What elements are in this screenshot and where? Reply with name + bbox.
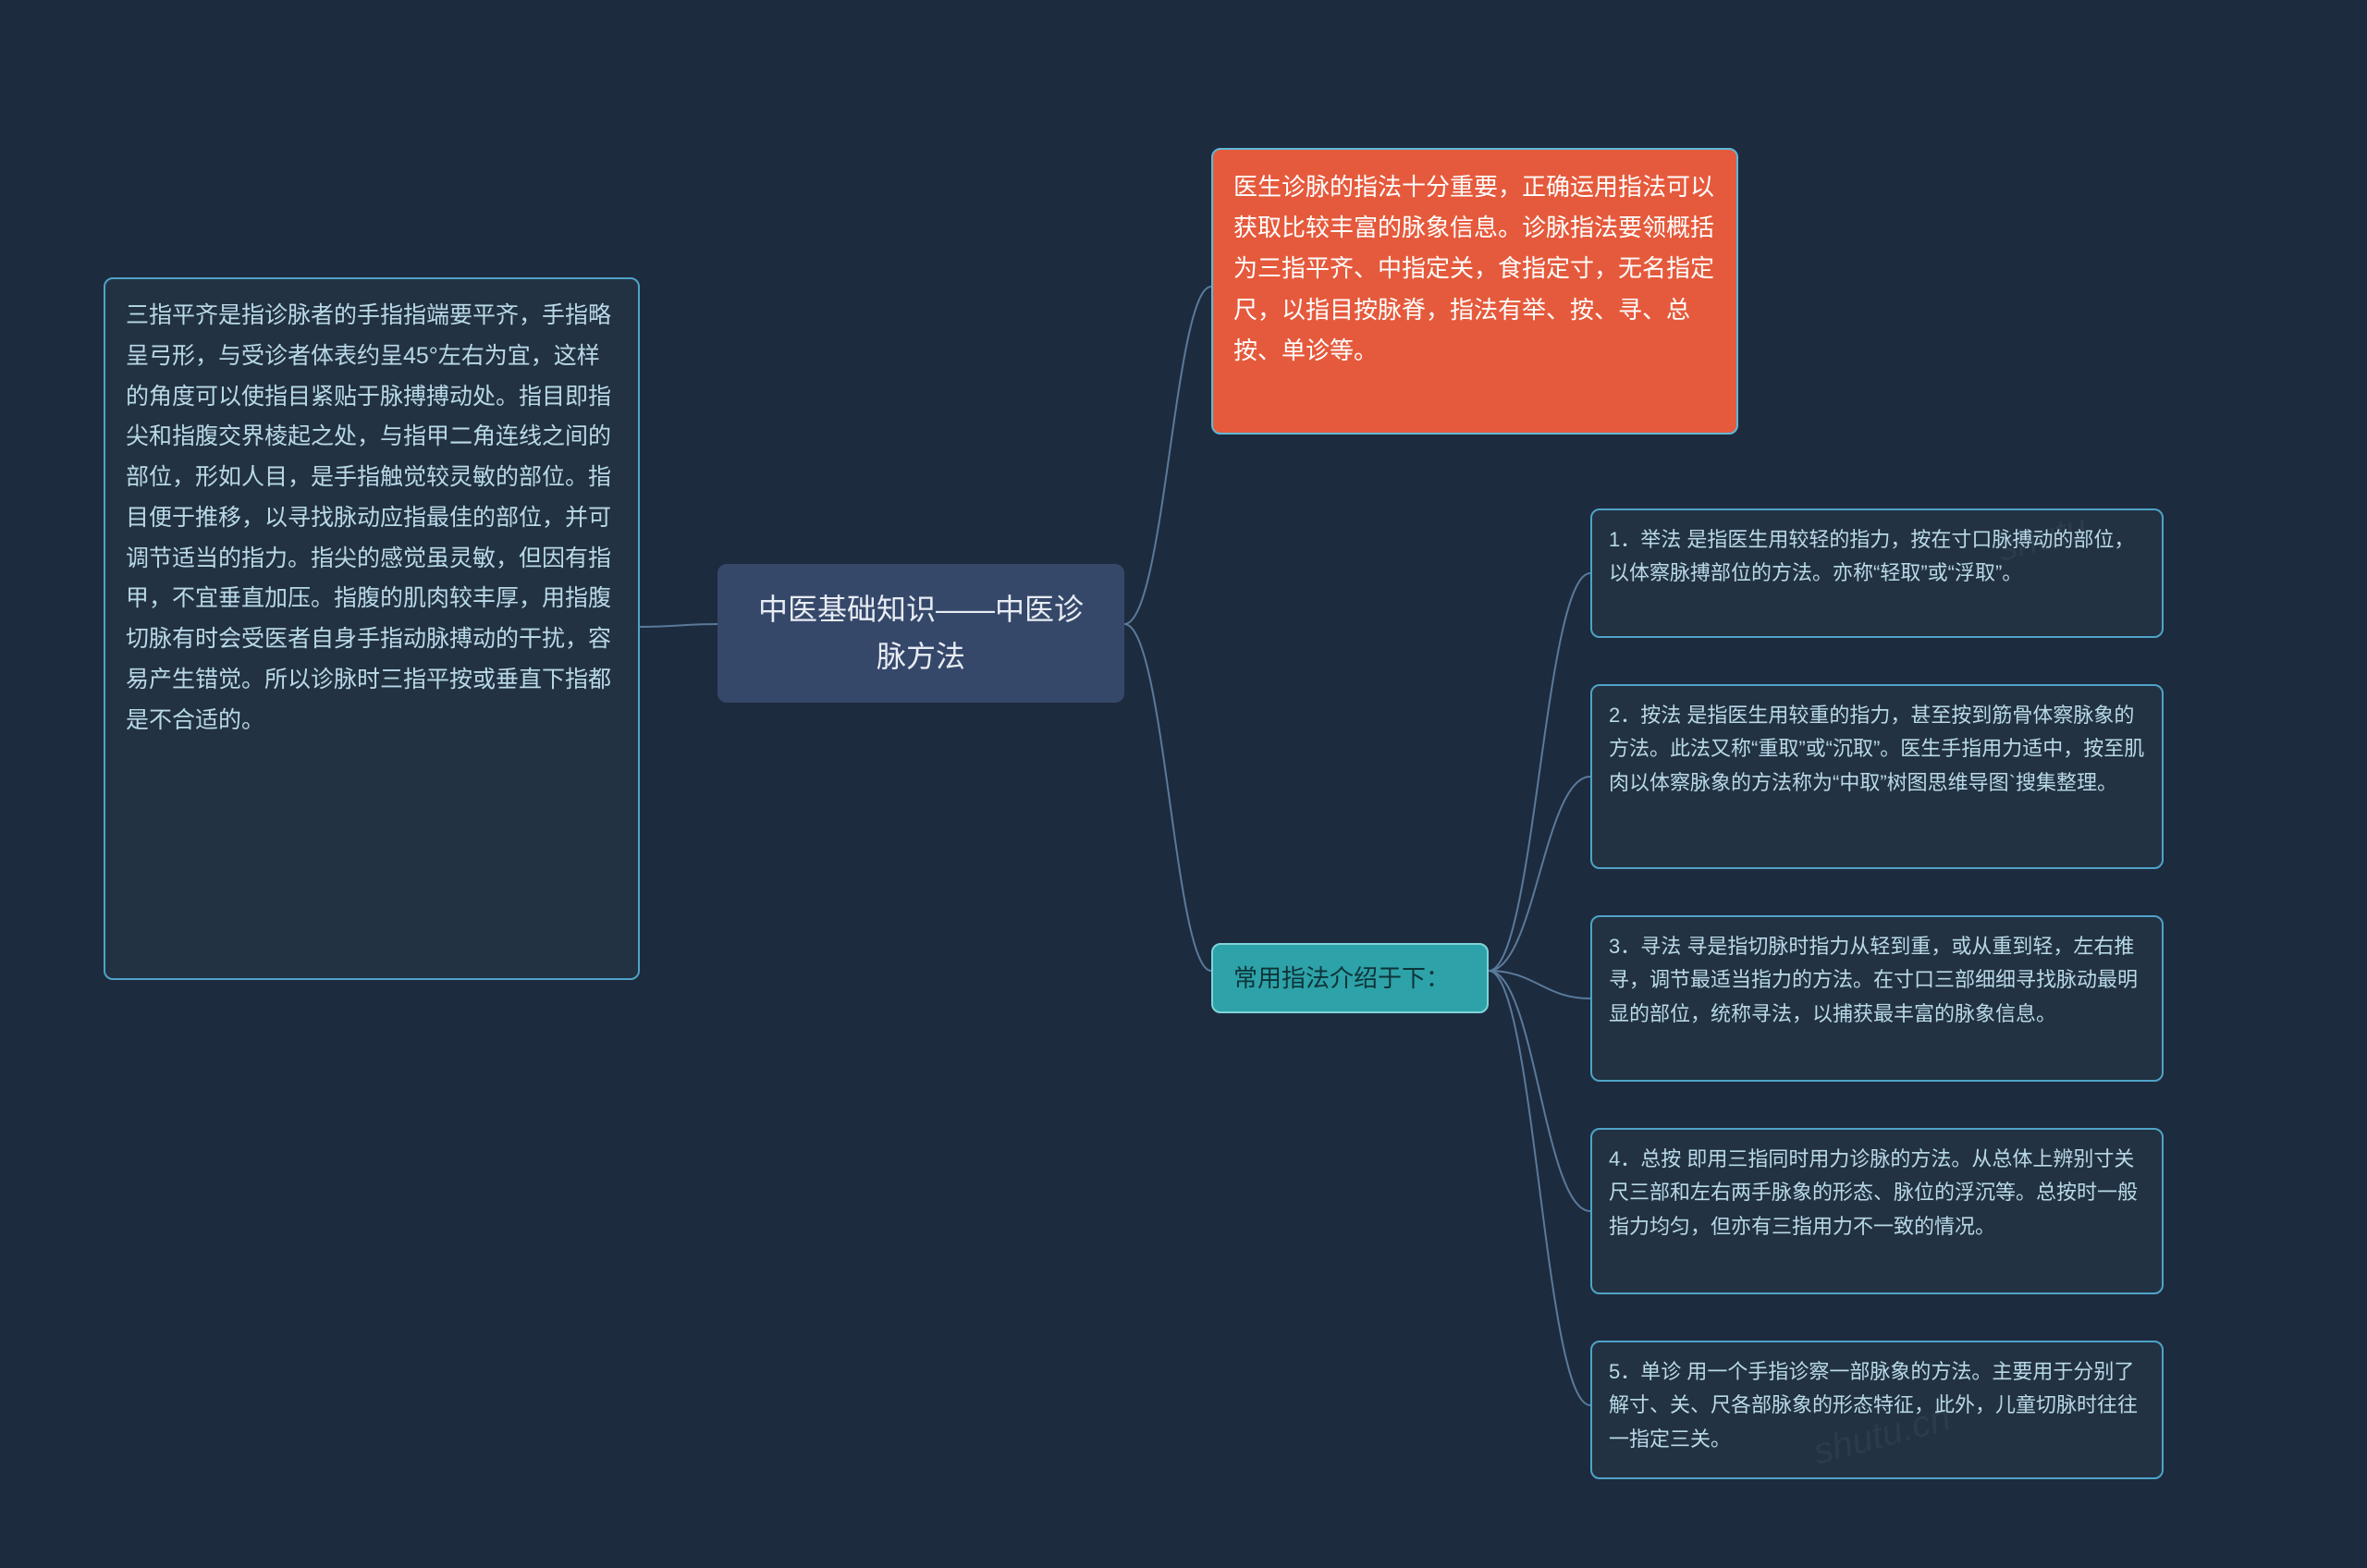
method-node-5: 5．单诊 用一个手指诊察一部脉象的方法。主要用于分别了解寸、关、尺各部脉象的形态…	[1590, 1341, 2164, 1479]
method-node-2: 2．按法 是指医生用较重的指力，甚至按到筋骨体察脉象的方法。此法又称“重取”或“…	[1590, 684, 2164, 869]
connector-path	[1489, 573, 1590, 971]
subheader-text: 常用指法介绍于下：	[1233, 964, 1450, 992]
method-text-2: 2．按法 是指医生用较重的指力，甚至按到筋骨体察脉象的方法。此法又称“重取”或“…	[1609, 704, 2144, 794]
connector-path	[1124, 624, 1211, 971]
center-title: 中医基础知识——中医诊脉方法	[758, 593, 1084, 673]
center-node: 中医基础知识——中医诊脉方法	[717, 564, 1124, 703]
connector-path	[1124, 287, 1211, 624]
connector-path	[1489, 971, 1590, 1405]
connector-path	[640, 624, 717, 627]
connector-path	[1489, 971, 1590, 1211]
left-detail-text: 三指平齐是指诊脉者的手指指端要平齐，手指略呈弓形，与受诊者体表约呈45°左右为宜…	[126, 302, 611, 733]
subheader-node: 常用指法介绍于下：	[1211, 943, 1489, 1013]
method-node-1: 1．举法 是指医生用较轻的指力，按在寸口脉搏动的部位，以体察脉搏部位的方法。亦称…	[1590, 508, 2164, 638]
method-text-5: 5．单诊 用一个手指诊察一部脉象的方法。主要用于分别了解寸、关、尺各部脉象的形态…	[1609, 1360, 2138, 1451]
intro-text: 医生诊脉的指法十分重要，正确运用指法可以获取比较丰富的脉象信息。诊脉指法要领概括…	[1233, 173, 1714, 364]
left-detail-node: 三指平齐是指诊脉者的手指指端要平齐，手指略呈弓形，与受诊者体表约呈45°左右为宜…	[104, 277, 640, 980]
method-node-3: 3．寻法 寻是指切脉时指力从轻到重，或从重到轻，左右推寻，调节最适当指力的方法。…	[1590, 915, 2164, 1082]
method-text-4: 4．总按 即用三指同时用力诊脉的方法。从总体上辨别寸关尺三部和左右两手脉象的形态…	[1609, 1147, 2138, 1238]
connector-path	[1489, 971, 1590, 998]
method-text-3: 3．寻法 寻是指切脉时指力从轻到重，或从重到轻，左右推寻，调节最适当指力的方法。…	[1609, 935, 2138, 1025]
intro-node: 医生诊脉的指法十分重要，正确运用指法可以获取比较丰富的脉象信息。诊脉指法要领概括…	[1211, 148, 1738, 435]
method-node-4: 4．总按 即用三指同时用力诊脉的方法。从总体上辨别寸关尺三部和左右两手脉象的形态…	[1590, 1128, 2164, 1294]
connector-path	[1489, 777, 1590, 971]
method-text-1: 1．举法 是指医生用较轻的指力，按在寸口脉搏动的部位，以体察脉搏部位的方法。亦称…	[1609, 528, 2134, 584]
